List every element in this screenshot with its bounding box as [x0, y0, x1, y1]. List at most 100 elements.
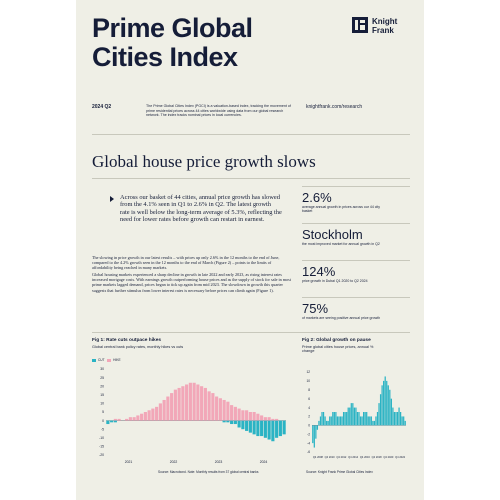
x-tick-label: Q4 2016	[360, 455, 371, 459]
cut-bar	[230, 420, 234, 425]
legend-label-hike: HIKE	[113, 358, 121, 362]
legend-label-cut: CUT	[98, 358, 105, 362]
growth-bar	[396, 412, 399, 426]
hike-bar	[143, 412, 147, 421]
body-paragraph: Global housing markets experienced a sha…	[92, 272, 291, 293]
legend-swatch-hike	[107, 358, 112, 362]
hike-bar	[218, 398, 222, 421]
growth-bar	[363, 412, 365, 426]
growth-bar	[322, 412, 325, 426]
cut-bar	[275, 420, 279, 438]
x-tick-label: 2024	[260, 460, 268, 464]
divider	[92, 134, 410, 135]
growth-bar	[387, 385, 389, 426]
stat-label: the most improved market for annual grow…	[302, 242, 380, 246]
stat-card: 124% price growth in Dubai Q1 2020 to Q2…	[302, 260, 410, 297]
divider	[92, 178, 410, 179]
hike-bar	[271, 418, 275, 421]
stat-value: 124%	[302, 264, 336, 279]
y-tick-label: 10	[306, 379, 310, 383]
hike-bar	[196, 384, 200, 421]
hike-bar	[155, 406, 159, 421]
cut-bar	[282, 420, 286, 435]
hike-bar	[181, 386, 185, 421]
cut-bar	[252, 420, 256, 435]
report-title: Prime Global Cities Index	[92, 14, 332, 72]
hike-bar	[248, 412, 252, 421]
cut-bar	[237, 420, 241, 428]
growth-bar	[384, 376, 386, 426]
growth-bar	[344, 412, 346, 426]
growth-bar	[342, 412, 345, 426]
growth-bar	[347, 407, 349, 426]
lede-paragraph: Across our basket of 44 cities, annual p…	[92, 194, 282, 224]
growth-bar	[378, 403, 380, 426]
fig2-source: Source: Knight Frank Prime Global Cities…	[306, 470, 373, 474]
logo-text-line-2: Frank	[372, 26, 394, 35]
growth-bar	[392, 407, 394, 426]
cut-bar	[226, 420, 230, 423]
growth-bar	[338, 416, 340, 426]
hike-bar	[226, 401, 230, 421]
body-paragraph: The slowing in price growth in our lates…	[92, 255, 280, 271]
y-tick-label: 5	[102, 410, 104, 414]
growth-bar	[313, 425, 315, 448]
hike-bar	[170, 393, 174, 421]
stat-card: 2.6% average annual growth in prices acr…	[302, 186, 410, 223]
hike-bar	[188, 382, 192, 421]
growth-bar	[379, 394, 382, 426]
growth-bar	[390, 398, 392, 426]
hike-bar	[136, 415, 140, 421]
x-tick-label: 2021	[125, 460, 133, 464]
cut-bar	[278, 420, 282, 437]
x-tick-label: Q4 2014	[348, 455, 359, 459]
hike-bar	[140, 413, 144, 421]
growth-bar	[336, 416, 339, 426]
fig2-subtitle: Prime global cities house prices, annual…	[302, 345, 374, 353]
stat-value: 2.6%	[302, 190, 332, 205]
growth-bar	[356, 412, 359, 426]
report-title-line-2: Cities Index	[92, 42, 238, 72]
growth-bar	[315, 425, 317, 439]
hike-bar	[207, 391, 211, 421]
growth-bar	[404, 420, 406, 426]
cut-bar	[256, 420, 260, 437]
index-description: The Prime Global Cities Index (PGCI) is …	[146, 104, 291, 118]
growth-bar	[381, 385, 383, 426]
hike-bar	[267, 417, 271, 421]
growth-bar	[375, 416, 377, 426]
fig1-subtitle: Global central bank policy rates, monthl…	[92, 345, 184, 349]
growth-bar	[359, 416, 362, 426]
growth-bar	[366, 412, 368, 426]
hike-bar	[256, 413, 260, 421]
cut-bar	[267, 420, 271, 440]
logo-text: Knight Frank	[372, 17, 397, 35]
cut-bar	[245, 420, 249, 431]
growth-bar	[335, 412, 337, 426]
x-tick-label: Q4 2018	[372, 455, 383, 459]
research-link[interactable]: knightfrank.com/research	[306, 104, 363, 110]
hike-bar	[245, 410, 249, 421]
hike-bar	[215, 396, 219, 421]
y-tick-label: 10	[100, 402, 104, 406]
hike-bar	[158, 403, 162, 421]
cut-bar	[106, 420, 110, 425]
issue-label: 2024 Q2	[92, 104, 112, 110]
hike-bar	[151, 408, 155, 421]
cut-bar	[271, 420, 275, 442]
cut-bar	[248, 420, 252, 433]
x-tick-label: 2022	[170, 460, 178, 464]
cut-bar	[110, 420, 114, 423]
x-tick-label: Q4 2020	[383, 455, 394, 459]
growth-bar	[395, 412, 397, 426]
fig2-title: Fig 2: Global growth on pause	[302, 338, 371, 343]
x-tick-label: Q4 2022	[395, 455, 406, 459]
headline: Global house price growth slows	[92, 152, 316, 171]
cut-bar	[241, 420, 245, 430]
stat-value: Stockholm	[302, 227, 363, 242]
logo-mark-icon	[352, 17, 368, 33]
growth-bar	[358, 412, 360, 426]
growth-bar	[355, 407, 357, 426]
hike-bar	[132, 417, 136, 421]
